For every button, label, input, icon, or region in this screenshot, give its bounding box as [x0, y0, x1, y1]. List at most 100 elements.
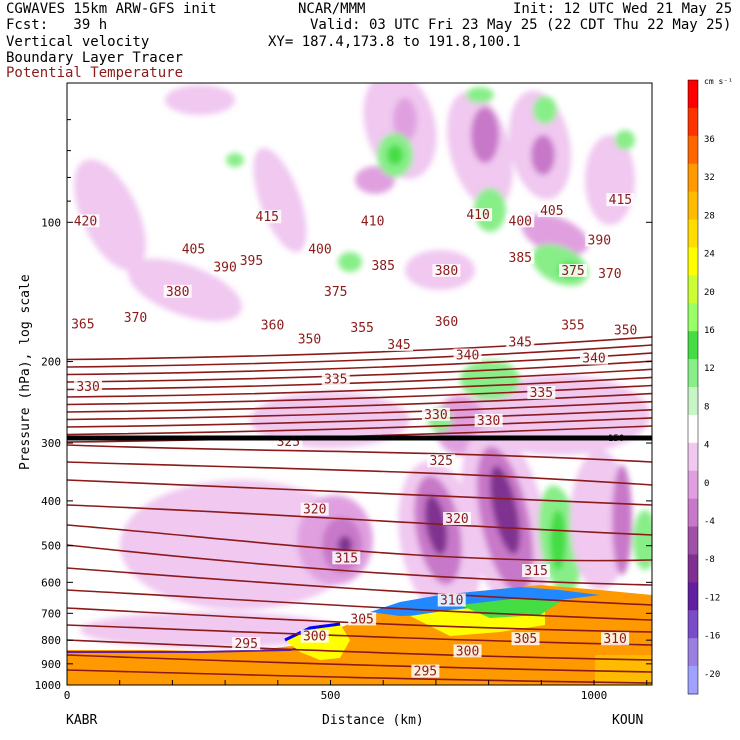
colorbar-unit: cm s⁻¹ — [704, 77, 733, 86]
theta-label: 310 — [440, 594, 463, 609]
plot-frame — [66, 82, 653, 686]
theta-label-bg — [522, 564, 551, 578]
theta-label: 320 — [303, 503, 326, 518]
theta-label: 295 — [234, 637, 257, 652]
x-endpoint-right: KOUN — [612, 713, 644, 728]
theta-contour — [67, 654, 652, 673]
colorbar-label: 32 — [704, 173, 715, 183]
theta-label-bg — [506, 250, 535, 264]
colorbar-label: -16 — [704, 632, 720, 642]
theta-label-bg — [453, 348, 482, 362]
colorbar-label: 8 — [704, 402, 709, 412]
y-tick-label: 900 — [41, 658, 61, 671]
cross-section-coords: XY= 187.4,173.8 to 191.8,100.1 — [268, 34, 521, 50]
theta-label-bg — [527, 385, 556, 399]
theta-label: 365 — [71, 317, 94, 332]
colorbar-swatch — [688, 582, 698, 611]
theta-contour — [67, 368, 652, 391]
theta-contour — [67, 544, 652, 586]
theta-label: 305 — [514, 632, 537, 647]
theta-contour — [67, 376, 652, 398]
field-vertical-velocity: Vertical velocity — [6, 34, 150, 50]
theta-contour — [67, 409, 652, 428]
theta-label: 350 — [614, 323, 637, 338]
theta-label: 405 — [182, 242, 205, 257]
theta-contour — [67, 504, 652, 536]
theta-label-bg — [385, 337, 414, 351]
theta-label-bg — [464, 208, 493, 222]
theta-contour — [67, 352, 652, 376]
colorbar-swatch — [688, 331, 698, 360]
colorbar-swatch — [688, 359, 698, 388]
theta-label-bg — [300, 502, 329, 516]
theta-label: 385 — [509, 251, 532, 266]
x-endpoint-left: KABR — [66, 713, 98, 728]
theta-label: 395 — [240, 254, 263, 269]
theta-label-bg — [348, 320, 377, 334]
theta-label-bg — [558, 263, 587, 277]
theta-contour — [67, 444, 652, 463]
theta-label: 300 — [303, 630, 326, 645]
colorbar-label: 36 — [704, 135, 715, 145]
y-tick-label: 100 — [41, 216, 61, 229]
y-axis-ticks: 100 200 300 400 500 600 700 800 900 1000 — [35, 82, 652, 692]
theta-label-bg — [437, 593, 466, 607]
theta-label-bg — [443, 512, 471, 526]
theta-label: 380 — [166, 285, 189, 300]
theta-label-bg — [74, 379, 103, 393]
theta-label: 320 — [445, 512, 468, 527]
theta-label-bg — [537, 203, 566, 217]
theta-label-bg — [321, 284, 350, 298]
y-tick-label: 300 — [41, 437, 61, 450]
colorbar-label: -4 — [704, 517, 715, 527]
colorbar-swatch — [688, 387, 698, 416]
x-axis-ticks: 0 500 1000 — [64, 680, 648, 702]
colorbar-swatch — [688, 498, 698, 528]
theta-label-bg — [511, 632, 540, 646]
colorbar-label: -20 — [704, 670, 720, 680]
colorbar-swatch — [688, 414, 698, 444]
y-tick-label: 400 — [41, 495, 61, 508]
theta-label: 355 — [561, 319, 584, 334]
theta-label-bg — [453, 644, 482, 658]
theta-label-bg — [474, 413, 503, 427]
colorbar-swatch — [688, 610, 698, 639]
theta-label-bg — [580, 351, 609, 365]
theta-contour — [67, 344, 652, 368]
theta-label: 400 — [509, 214, 532, 229]
colorbar-swatch — [688, 219, 698, 248]
y-tick-label: 700 — [41, 607, 61, 620]
theta-label: 325 — [429, 454, 452, 469]
theta-label: 360 — [435, 315, 458, 330]
theta-label: 330 — [76, 380, 99, 395]
theta-label-bg — [232, 637, 261, 651]
colorbar-swatch — [688, 303, 698, 332]
theta-label: 420 — [74, 214, 97, 229]
theta-label: 345 — [509, 336, 532, 351]
theta-contour — [67, 589, 652, 621]
theta-label: 330 — [477, 414, 500, 429]
theta-label: 405 — [540, 204, 563, 219]
theta-label-bg — [332, 551, 361, 565]
colorbar-label: 0 — [704, 479, 709, 489]
colorbar-swatch — [688, 107, 698, 137]
theta-label-bg — [558, 318, 587, 332]
theta-label: 355 — [350, 321, 373, 336]
colorbar-label: -8 — [704, 555, 715, 565]
forecast-hour: Fcst: 39 h — [6, 17, 108, 33]
theta-contour — [67, 384, 652, 406]
theta-label: 415 — [256, 210, 279, 225]
colorbar-swatch — [688, 666, 698, 695]
theta-label: 370 — [598, 267, 621, 282]
colorbar-swatch — [688, 80, 698, 109]
theta-label-bg — [427, 454, 456, 468]
colorbar-label: 20 — [704, 288, 715, 298]
colorbar-label: 12 — [704, 364, 715, 374]
agency-label: NCAR/MMM — [298, 1, 366, 17]
theta-contour — [67, 669, 652, 684]
theta-label-bg — [121, 311, 150, 325]
theta-contour-labels: 420 415 410 410 400 405 415 405 400 390 390 395 385 3… — [68, 193, 640, 680]
y-tick-label: 200 — [41, 356, 61, 369]
theta-label-bg — [237, 254, 266, 268]
theta-label-bg — [348, 612, 377, 626]
